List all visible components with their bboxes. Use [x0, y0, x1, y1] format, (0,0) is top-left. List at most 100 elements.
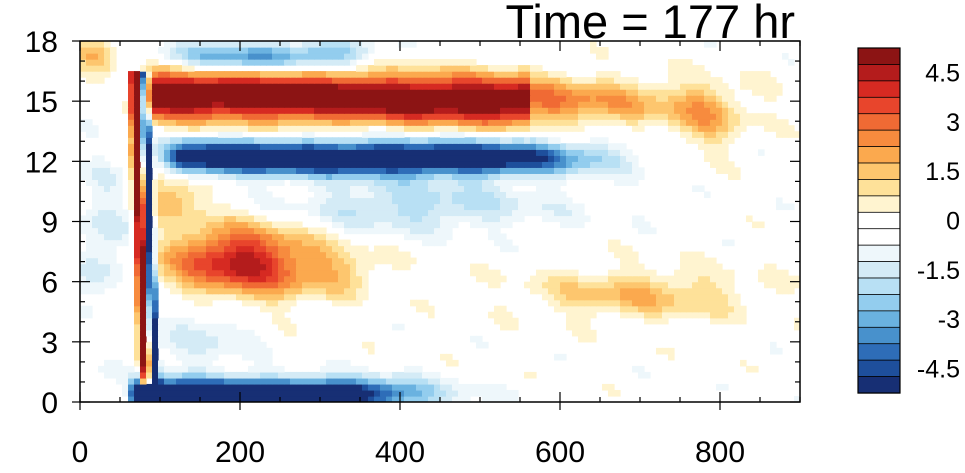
heatmap-cell: [680, 77, 687, 84]
heatmap-cell: [212, 293, 219, 301]
heatmap-cell: [182, 263, 189, 271]
heatmap-cell: [296, 239, 303, 247]
heatmap-cell: [152, 359, 159, 367]
heatmap-cell: [404, 113, 411, 120]
heatmap-cell: [146, 233, 153, 241]
heatmap-cell: [506, 245, 513, 253]
heatmap-cell: [254, 257, 261, 265]
heatmap-cell: [296, 83, 303, 90]
heatmap-cell: [746, 119, 753, 126]
heatmap-cell: [362, 395, 369, 402]
heatmap-cell: [140, 317, 147, 325]
heatmap-cell: [500, 311, 507, 319]
heatmap-cell: [416, 101, 423, 108]
heatmap-cell: [194, 149, 201, 156]
heatmap-cell: [440, 113, 447, 120]
heatmap-cell: [254, 221, 261, 229]
heatmap-cell: [146, 65, 153, 72]
heatmap-cell: [584, 113, 591, 120]
heatmap-cell: [218, 227, 225, 235]
heatmap-cell: [194, 221, 201, 229]
heatmap-cell: [512, 209, 519, 217]
heatmap-cell: [200, 185, 207, 193]
heatmap-cell: [440, 389, 447, 397]
heatmap-cell: [350, 137, 357, 144]
colorbar-swatch: [857, 326, 901, 345]
heatmap-cell: [92, 269, 99, 277]
heatmap-cell: [530, 203, 537, 211]
heatmap-cell: [782, 287, 789, 295]
heatmap-cell: [782, 275, 789, 283]
heatmap-cell: [140, 239, 147, 247]
heatmap-cell: [770, 119, 777, 126]
heatmap-cell: [158, 365, 165, 373]
heatmap-cell: [182, 347, 189, 355]
heatmap-cell: [158, 245, 165, 253]
heatmap-cell: [602, 71, 609, 78]
heatmap-cell: [152, 365, 159, 373]
heatmap-cell: [374, 221, 381, 229]
heatmap-cell: [128, 371, 135, 379]
heatmap-cell: [98, 251, 105, 259]
heatmap-cell: [290, 269, 297, 277]
heatmap-cell: [242, 173, 249, 180]
heatmap-cell: [686, 293, 693, 301]
heatmap-cell: [266, 257, 273, 265]
heatmap-cell: [554, 203, 561, 211]
heatmap-cell: [104, 191, 111, 199]
heatmap-cell: [590, 137, 597, 144]
heatmap-cell: [164, 125, 171, 132]
heatmap-cell: [170, 371, 177, 379]
heatmap-cell: [566, 293, 573, 301]
heatmap-cell: [236, 287, 243, 295]
heatmap-cell: [626, 107, 633, 114]
heatmap-cell: [146, 239, 153, 247]
heatmap-cell: [242, 245, 249, 253]
heatmap-cell: [752, 113, 759, 120]
heatmap-cell: [212, 377, 219, 385]
heatmap-cell: [416, 125, 423, 132]
heatmap-cell: [200, 209, 207, 217]
heatmap-cell: [332, 149, 339, 156]
heatmap-cell: [362, 131, 369, 138]
heatmap-cell: [326, 161, 333, 168]
heatmap-cell: [554, 119, 561, 126]
heatmap-cell: [656, 101, 663, 108]
heatmap-cell: [512, 173, 519, 180]
heatmap-cell: [182, 281, 189, 289]
heatmap-cell: [500, 305, 507, 313]
heatmap-cell: [236, 269, 243, 277]
heatmap-cell: [602, 383, 609, 391]
heatmap-cell: [170, 263, 177, 271]
heatmap-cell: [440, 185, 447, 193]
heatmap-cell: [410, 167, 417, 174]
heatmap-cell: [464, 155, 471, 162]
heatmap-cell: [188, 365, 195, 373]
heatmap-cell: [566, 95, 573, 102]
heatmap-cell: [434, 113, 441, 120]
heatmap-cell: [506, 113, 513, 120]
heatmap-cell: [488, 275, 495, 283]
heatmap-cell: [326, 167, 333, 174]
heatmap-cell: [140, 353, 147, 361]
heatmap-cell: [452, 89, 459, 96]
heatmap-cell: [260, 263, 267, 271]
heatmap-cell: [80, 65, 87, 72]
heatmap-cell: [104, 281, 111, 289]
heatmap-cell: [698, 113, 705, 120]
heatmap-cell: [116, 209, 123, 217]
heatmap-cell: [164, 65, 171, 72]
heatmap-cell: [296, 287, 303, 295]
heatmap-cell: [572, 281, 579, 289]
heatmap-cell: [374, 65, 381, 72]
heatmap-cell: [578, 281, 585, 289]
heatmap-cell: [140, 143, 147, 150]
heatmap-cell: [146, 95, 153, 102]
heatmap-cell: [458, 101, 465, 108]
heatmap-cell: [188, 269, 195, 277]
heatmap-cell: [128, 89, 135, 96]
heatmap-cell: [524, 371, 531, 379]
heatmap-cell: [392, 191, 399, 199]
heatmap-cell: [680, 299, 687, 307]
heatmap-cell: [770, 263, 777, 271]
